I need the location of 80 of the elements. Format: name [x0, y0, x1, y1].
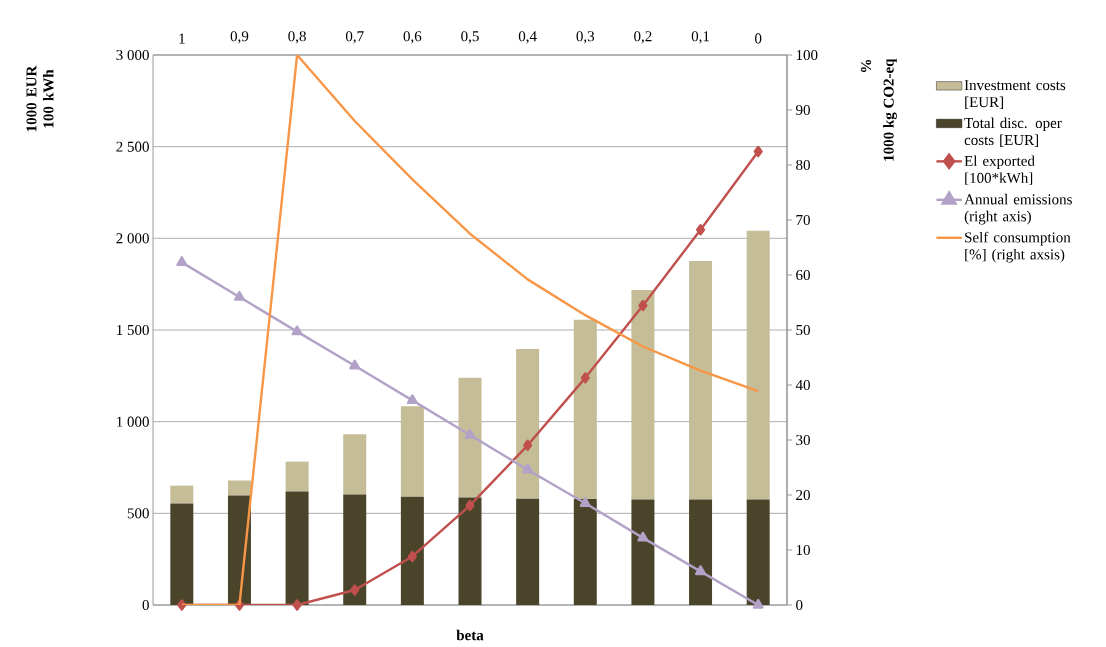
point: [752, 598, 764, 609]
legend-label: Total disc. oper costs [EUR]: [964, 117, 1062, 147]
legend-label: Investment costs [EUR]: [964, 80, 1066, 110]
y2-tick-label: 40: [795, 379, 810, 391]
point: [465, 499, 475, 512]
y-tick-label: 2 000: [116, 233, 149, 244]
bar: [573, 499, 597, 605]
bar: [573, 319, 597, 500]
bar: [746, 230, 770, 500]
point: [523, 439, 533, 452]
point: [579, 497, 591, 507]
bar: [285, 491, 309, 605]
legend-label: Self consumption [%] (right axsis): [965, 231, 1071, 263]
point: [176, 256, 188, 267]
point: [233, 290, 245, 301]
y2-tick-label: 20: [796, 489, 810, 501]
point: [695, 565, 707, 576]
x-axis-title: beta: [456, 629, 484, 641]
bar: [516, 498, 540, 605]
y2-tick-label: 50: [796, 324, 810, 336]
point: [292, 599, 302, 611]
y-tick-label: 3 000: [116, 49, 149, 61]
point: [407, 550, 417, 563]
bar: [400, 406, 424, 497]
bar: [343, 434, 367, 495]
y-tick-label: 0: [142, 599, 149, 611]
y2-tick-label: 30: [796, 434, 810, 446]
legend-label: El exported [100*kWh]: [964, 155, 1035, 185]
point: [638, 299, 648, 312]
bar: [631, 290, 655, 500]
bar: [689, 499, 713, 605]
x-tick-label: 0,6: [403, 31, 422, 44]
bar: [458, 377, 482, 498]
y-tick-label: 1 000: [117, 416, 149, 427]
bar: [746, 499, 770, 605]
x-tick-label: 0,2: [634, 31, 652, 44]
text: %: [860, 59, 872, 72]
point: [406, 394, 418, 405]
y-axis-title: 1000 EUR 100 kWh: [26, 65, 54, 132]
y2-tick-label: 0: [796, 599, 803, 611]
y-tick-label: 500: [127, 508, 149, 519]
point: [177, 599, 187, 611]
y2-tick-label: 10: [796, 544, 810, 556]
y2-tick-label: 90: [796, 104, 810, 116]
bar: [285, 461, 309, 492]
bar: [689, 260, 713, 500]
point: [464, 428, 476, 439]
bar: [631, 499, 655, 605]
bar: [170, 503, 194, 605]
bar: [516, 348, 540, 499]
y2-tick-label: 70: [796, 214, 810, 226]
x-tick-label: 0,8: [288, 31, 306, 44]
point: [350, 584, 360, 596]
point: [637, 531, 649, 542]
bar: [458, 497, 482, 605]
bar: [170, 485, 194, 504]
x-tick-label: 0,5: [461, 31, 479, 44]
y-tick-label: 1 500: [117, 324, 149, 336]
x-tick-label: 0,1: [691, 31, 710, 44]
y2-axis-title: 1000 kg CO2-eq: [883, 58, 897, 161]
legend-label: Annual emissions (right axis): [964, 193, 1072, 225]
x-tick-label: 0,9: [230, 31, 249, 44]
x-tick-label: 0,3: [576, 31, 595, 44]
bar: [343, 494, 367, 605]
point: [522, 463, 534, 474]
y2-tick-label: 80: [796, 159, 810, 171]
point: [695, 224, 706, 236]
y2-tick-label: 60: [796, 269, 810, 281]
point: [349, 359, 361, 370]
point: [291, 325, 303, 336]
x-tick-label: 0,7: [345, 31, 364, 44]
y2-tick-label: 100: [796, 49, 818, 61]
y-tick-label: 2 500: [116, 141, 149, 152]
x-tick-label: 1: [179, 33, 185, 44]
point: [753, 145, 763, 158]
x-tick-label: 0: [755, 33, 762, 44]
bar: [400, 496, 424, 605]
point: [580, 372, 590, 384]
x-tick-label: 0,4: [518, 31, 537, 44]
bar: [227, 480, 251, 496]
